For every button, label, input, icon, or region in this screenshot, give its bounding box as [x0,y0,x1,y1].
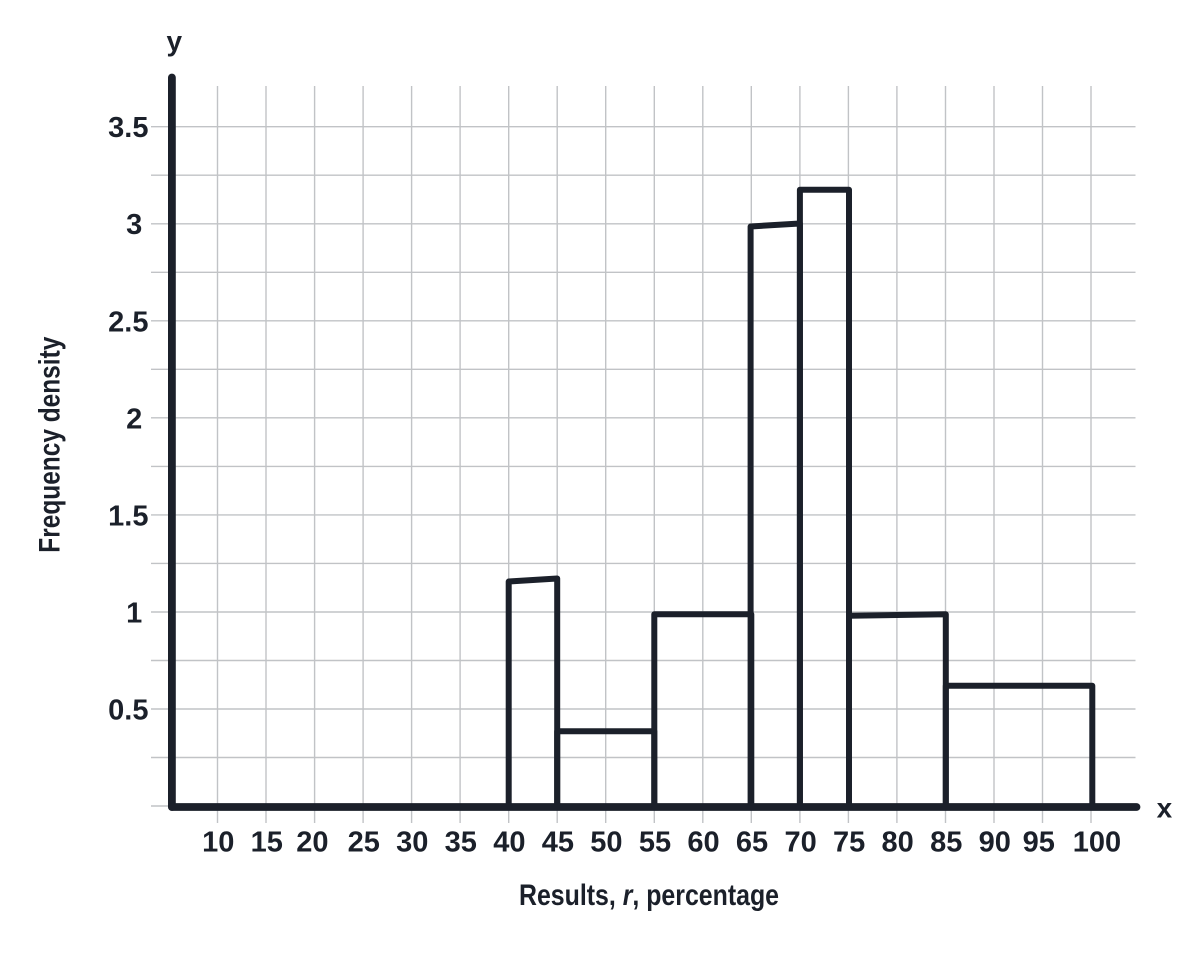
svg-text:20: 20 [296,827,328,859]
svg-text:1.5: 1.5 [108,500,148,532]
svg-text:50: 50 [590,827,622,859]
svg-text:40: 40 [493,827,525,859]
svg-text:35: 35 [445,827,477,859]
svg-text:x: x [1157,793,1173,824]
svg-text:2.5: 2.5 [108,306,148,338]
svg-text:85: 85 [930,827,962,859]
svg-text:65: 65 [736,827,768,859]
svg-text:60: 60 [687,827,719,859]
svg-text:95: 95 [1023,827,1055,859]
svg-text:Results, r, percentage: Results, r, percentage [519,879,779,912]
svg-text:25: 25 [348,827,380,859]
svg-text:Frequency density: Frequency density [34,336,67,552]
svg-text:3.5: 3.5 [108,112,148,144]
svg-text:15: 15 [251,827,283,859]
svg-text:0.5: 0.5 [108,695,148,727]
svg-text:75: 75 [833,827,865,859]
svg-text:90: 90 [979,827,1011,859]
svg-text:3: 3 [126,209,142,241]
svg-text:10: 10 [202,827,234,859]
svg-text:55: 55 [639,827,671,859]
svg-text:30: 30 [396,827,428,859]
svg-text:80: 80 [881,827,913,859]
svg-text:y: y [167,25,183,56]
svg-text:70: 70 [784,827,816,859]
svg-text:1: 1 [126,598,142,630]
svg-text:2: 2 [126,403,142,435]
svg-text:100: 100 [1073,827,1121,859]
svg-text:45: 45 [542,827,574,859]
